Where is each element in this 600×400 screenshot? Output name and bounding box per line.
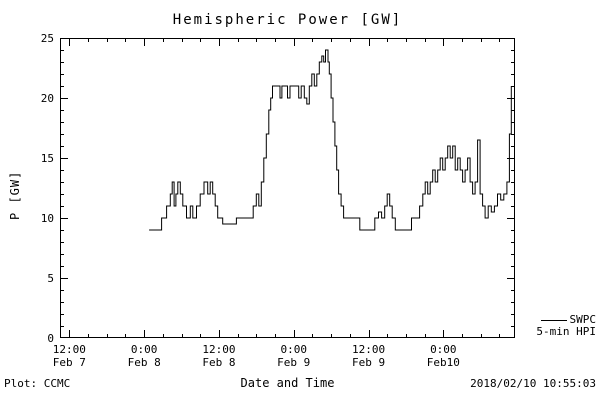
x-tick-label: 0:00 Feb10	[426, 343, 460, 369]
y-tick-label: 10	[40, 212, 54, 225]
x-tick-label: 12:00 Feb 9	[351, 343, 386, 369]
x-tick-label: 12:00 Feb 7	[52, 343, 86, 369]
x-tick-label: 0:00 Feb 8	[127, 343, 161, 369]
legend-line-sample	[540, 319, 567, 321]
plot-timestamp: 2018/02/10 10:55:03	[470, 377, 596, 390]
x-tick-label: 0:00 Feb 9	[277, 343, 311, 369]
legend-series-desc: 5-min HPI	[536, 325, 596, 338]
y-tick-label: 25	[40, 32, 54, 45]
y-tick-label: 15	[40, 152, 54, 165]
legend: SWPC 5-min HPI	[536, 314, 596, 338]
plot-svg	[60, 38, 515, 338]
data-line	[149, 49, 512, 231]
y-tick-label: 5	[47, 272, 54, 285]
y-tick-label: 0	[47, 332, 54, 345]
x-axis-label: Date and Time	[240, 376, 335, 390]
y-tick-label: 20	[40, 92, 54, 105]
plot-source-text: Plot: CCMC	[4, 377, 71, 390]
x-tick-label: 12:00 Feb 8	[202, 343, 236, 369]
legend-series-name: SWPC	[569, 313, 597, 326]
plot-title: Hemispheric Power [GW]	[172, 12, 403, 28]
